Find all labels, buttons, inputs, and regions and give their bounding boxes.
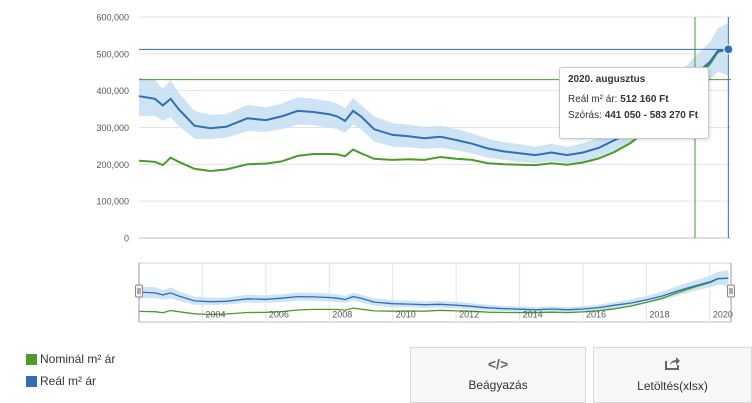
y-tick-label: 200,000: [96, 160, 129, 170]
navigator-x-tick-label: 2004: [205, 310, 225, 320]
tooltip-real-value: 512 160 Ft: [620, 94, 669, 105]
navigator-line-real: [138, 277, 729, 311]
tooltip-deviation: Szórás: 441 050 - 583 270 Ft: [568, 110, 700, 121]
navigator-band: [139, 270, 729, 313]
y-tick-label: 500,000: [96, 49, 129, 59]
navigator-handles[interactable]: [135, 263, 735, 322]
navigator-grid: [139, 262, 731, 323]
legend-label-nominal: Nominál m² ár: [40, 352, 116, 366]
navigator-x-tick-label: 2018: [649, 310, 669, 320]
download-label: Letöltés(xlsx): [637, 379, 708, 393]
tooltip-title: 2020. augusztus: [568, 74, 646, 85]
navigator-x-tick-label: 2014: [523, 310, 543, 320]
navigator-deviation-band: [139, 270, 729, 313]
navigator-x-tick-label: 2006: [269, 310, 289, 320]
y-axis-ticks: 0 100,000 200,000 300,000 400,000 500,000 600,…: [96, 13, 129, 244]
crosshair-marker: [723, 44, 734, 55]
navigator-x-tick-label: 2012: [459, 310, 479, 320]
tooltip-real-price: Reál m² ár: 512 160 Ft: [568, 94, 700, 105]
deviation-band: [139, 23, 729, 164]
navigator-line-nominal: [138, 277, 729, 316]
navigator-chart[interactable]: 2004 2006 2008 2010 2012 2014 2016 2018 2020: [0, 0, 752, 330]
embed-label: Beágyazás: [468, 378, 528, 392]
legend: Nominál m² ár Reál m² ár: [26, 348, 115, 392]
navigator-lines: [138, 277, 729, 316]
embed-button[interactable]: </> Beágyazás: [410, 347, 586, 403]
legend-swatch-nominal: [26, 353, 37, 365]
navigator-x-ticks: 2004 2006 2008 2010 2012 2014 2016 2018 2020: [205, 310, 732, 320]
navigator-handle-right[interactable]: [727, 284, 735, 298]
series-line-nominal: [138, 48, 729, 173]
navigator-x-tick-label: 2008: [332, 310, 352, 320]
y-tick-label: 400,000: [96, 86, 129, 96]
legend-item-real[interactable]: Reál m² ár: [26, 370, 115, 392]
y-tick-label: 100,000: [96, 197, 129, 207]
legend-label-real: Reál m² ár: [40, 374, 97, 388]
tooltip: 2020. augusztus Reál m² ár: 512 160 Ft S…: [559, 67, 709, 139]
navigator-x-tick-label: 2010: [396, 310, 416, 320]
y-tick-label: 300,000: [96, 123, 129, 133]
legend-swatch-real: [26, 375, 37, 387]
download-button[interactable]: Letöltés(xlsx): [593, 347, 752, 403]
real-price-band: [139, 23, 729, 164]
code-icon: </>: [487, 356, 509, 372]
navigator-x-tick-label: 2016: [586, 310, 606, 320]
navigator-x-tick-label: 2020: [713, 310, 733, 320]
tooltip-real-label: Reál m² ár:: [568, 94, 618, 105]
y-tick-label: 600,000: [96, 13, 129, 23]
navigator-handle-left[interactable]: [135, 284, 143, 298]
tooltip-deviation-label: Szórás:: [568, 110, 602, 121]
share-export-icon: [594, 356, 751, 373]
tooltip-deviation-value: 441 050 - 583 270 Ft: [604, 110, 699, 121]
y-tick-label: 0: [124, 234, 129, 244]
legend-item-nominal[interactable]: Nominál m² ár: [26, 348, 115, 370]
